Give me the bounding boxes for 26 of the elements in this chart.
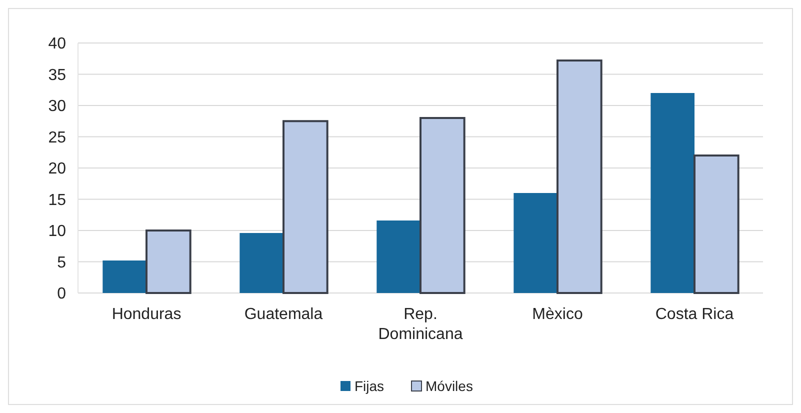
y-tick-label: 25 — [48, 129, 66, 146]
bar — [514, 193, 558, 293]
bar — [556, 60, 602, 294]
bar — [282, 120, 328, 294]
bar — [650, 93, 694, 293]
x-tick-label: Costa Rica — [655, 306, 734, 323]
x-tick-label: Honduras — [112, 306, 182, 323]
y-tick-label: 20 — [48, 160, 66, 178]
y-tick-label: 15 — [48, 192, 66, 209]
bar — [102, 260, 146, 293]
y-tick-label: 10 — [48, 223, 66, 240]
legend-label: Móviles — [426, 378, 473, 394]
bar — [694, 154, 740, 294]
y-tick-label: 35 — [48, 66, 66, 84]
x-tick-label: Rep. Dominicana — [378, 306, 463, 343]
x-tick-label: Guatemala — [244, 306, 323, 323]
bar — [376, 220, 420, 293]
y-tick-label: 0 — [57, 286, 66, 303]
bar — [240, 233, 284, 293]
bar — [420, 117, 466, 294]
y-tick-label: 5 — [57, 254, 66, 272]
bar — [146, 230, 192, 294]
x-tick-label: Mèxico — [532, 306, 583, 323]
legend-label: Fijas — [354, 378, 384, 394]
y-tick-label: 40 — [48, 36, 66, 53]
y-tick-label: 30 — [48, 98, 66, 116]
